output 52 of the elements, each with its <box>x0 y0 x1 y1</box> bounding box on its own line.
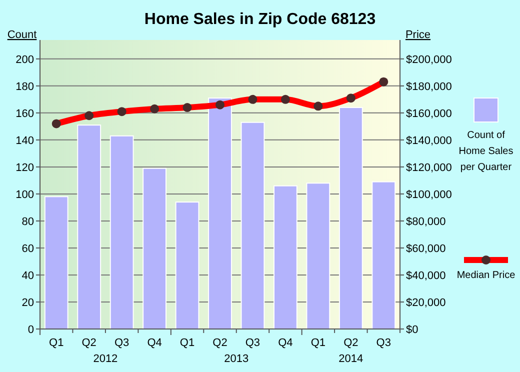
text: 2014 <box>338 353 364 365</box>
y-tick-label: 200 <box>16 54 34 66</box>
y2-tick-label: $20,000 <box>406 296 446 309</box>
bar <box>338 107 363 330</box>
bar <box>175 202 200 330</box>
legend-label: Median Price <box>456 270 516 281</box>
x-tick-label: Q4 <box>278 337 293 349</box>
y-tick-label: 120 <box>16 162 34 174</box>
y-tick-label: 180 <box>16 80 34 93</box>
y-tick-label: 100 <box>16 188 34 201</box>
x-tick-label: Q4 <box>147 337 162 349</box>
y2-tick-label: $100,000 <box>406 188 452 201</box>
x-tick-label: Q3 <box>376 337 391 349</box>
y2-tick-label: $80,000 <box>406 216 446 228</box>
x-tick-label: Q1 <box>180 337 195 349</box>
text: 2013 <box>224 353 249 365</box>
y-axis-title: Count <box>7 29 37 41</box>
y-tick-label: 80 <box>22 216 34 228</box>
y2-tick-label: $160,000 <box>406 108 452 120</box>
bar <box>274 185 298 330</box>
y2-tick-label: $60,000 <box>406 242 446 255</box>
y2-tick-label: $40,000 <box>406 270 446 282</box>
y2-tick-label: $120,000 <box>406 162 452 174</box>
x-tick-label: Q3 <box>114 337 130 349</box>
y2-axis-title: Price <box>405 29 431 41</box>
y-tick-label: 40 <box>22 270 34 282</box>
legend-label: Count of Home Sales per Quarter <box>458 130 514 173</box>
chart-title: Home Sales in Zip Code 68123 <box>144 11 376 28</box>
x-tick-label: Q1 <box>310 337 326 349</box>
x-tick-label: Q2 <box>82 337 96 349</box>
bar <box>44 196 68 330</box>
x-tick-label: Q2 <box>212 337 228 349</box>
x-tick-label: Q1 <box>49 337 64 349</box>
bar <box>142 168 166 330</box>
x-tick-label: Q3 <box>245 337 260 349</box>
text: 2012 <box>93 353 118 365</box>
bar <box>208 98 232 330</box>
y2-tick-label: $0 <box>406 324 418 336</box>
y-tick-label: 0 <box>28 324 34 336</box>
y-tick-label: 160 <box>16 108 34 120</box>
bar <box>372 181 396 330</box>
bar <box>77 124 102 330</box>
y2-tick-label: $200,000 <box>406 54 452 66</box>
bar <box>110 135 134 330</box>
y-tick-label: 140 <box>16 134 34 147</box>
y2-tick-label: $180,000 <box>406 80 452 93</box>
y-tick-label: 20 <box>22 296 34 309</box>
y2-tick-label: $140,000 <box>406 134 452 147</box>
y-tick-label: 60 <box>22 242 34 255</box>
bar <box>306 182 330 330</box>
bar <box>240 122 265 330</box>
x-tick-label: Q2 <box>344 337 358 349</box>
